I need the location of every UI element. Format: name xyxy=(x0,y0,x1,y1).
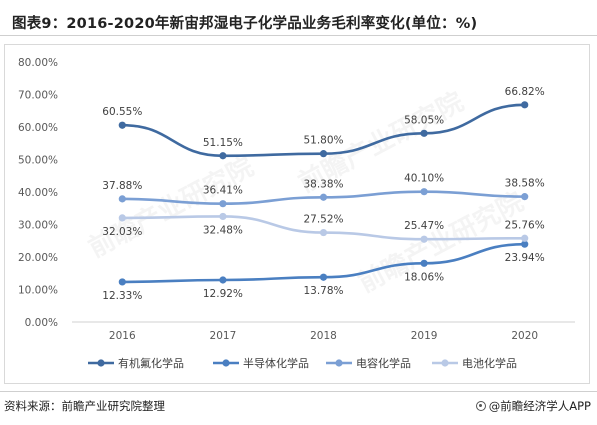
y-axis: 0.00% 10.00% 20.00% 30.00% 40.00% 50.00% 60.00… xyxy=(18,57,58,329)
legend-item: 有机氟化学品 xyxy=(88,356,184,370)
y-tick-label: 70.00% xyxy=(18,90,58,102)
footer-divider xyxy=(0,391,597,392)
title-divider xyxy=(0,35,597,36)
data-label: 12.33% xyxy=(102,290,142,302)
brand-text: @前瞻经济学人APP xyxy=(488,399,591,413)
data-label: 25.76% xyxy=(505,219,545,231)
data-label: 13.78% xyxy=(303,285,343,297)
x-tick-label: 2019 xyxy=(411,330,438,342)
chart-frame xyxy=(4,44,590,384)
brand-logo-icon xyxy=(475,401,486,411)
legend-label: 有机氟化学品 xyxy=(118,356,184,370)
x-tick-label: 2018 xyxy=(310,330,337,342)
series-layer xyxy=(118,101,529,286)
data-point xyxy=(319,150,328,158)
legend-swatch-marker xyxy=(335,359,343,367)
y-tick-label: 0.00% xyxy=(25,317,58,329)
series-3 xyxy=(118,188,529,208)
data-point xyxy=(219,276,227,284)
data-point xyxy=(420,259,428,267)
x-tick-label: 2016 xyxy=(109,330,136,342)
y-tick-label: 80.00% xyxy=(18,57,58,69)
brand-credit: @前瞻经济学人APP xyxy=(475,398,591,414)
legend-item: 电池化学品 xyxy=(432,356,517,370)
legend-item: 电容化学品 xyxy=(326,356,411,370)
legend-swatch-marker xyxy=(441,359,449,367)
data-point xyxy=(319,273,328,281)
data-point xyxy=(219,212,227,221)
data-label: 32.48% xyxy=(203,224,243,236)
data-point xyxy=(521,101,529,109)
y-tick-label: 10.00% xyxy=(18,285,58,297)
data-label: 37.88% xyxy=(102,180,142,192)
data-label: 38.58% xyxy=(505,178,545,190)
data-point xyxy=(521,240,529,248)
data-point xyxy=(420,188,428,196)
data-label: 40.10% xyxy=(404,173,444,185)
legend-swatch-marker xyxy=(97,359,105,367)
data-point xyxy=(420,235,428,243)
series-2 xyxy=(118,240,529,286)
series-4 xyxy=(118,212,529,243)
data-label: 12.92% xyxy=(203,288,243,300)
y-tick-label: 60.00% xyxy=(18,122,58,134)
legend-swatch-marker xyxy=(222,359,230,367)
data-label: 36.41% xyxy=(203,185,243,197)
data-point xyxy=(319,228,328,237)
y-tick-label: 50.00% xyxy=(18,155,58,167)
data-label: 18.06% xyxy=(404,271,444,283)
legend-item: 半导体化学品 xyxy=(213,356,309,370)
data-point xyxy=(420,129,428,137)
chart-title: 图表9：2016-2020年新宙邦湿电子化学品业务毛利率变化(单位：%) xyxy=(12,16,478,32)
data-label: 25.47% xyxy=(404,220,444,232)
legend-label: 半导体化学品 xyxy=(243,356,309,370)
watermark-text: 前瞻产业研究院 xyxy=(83,151,258,264)
y-tick-label: 40.00% xyxy=(18,187,58,199)
data-label: 66.82% xyxy=(505,86,545,98)
data-point xyxy=(521,234,529,242)
legend: 有机氟化学品 半导体化学品 电容化学品 电池化学品 xyxy=(88,356,517,370)
x-axis: 2016 2017 2018 2019 2020 xyxy=(72,321,575,342)
data-label: 27.52% xyxy=(303,214,343,226)
source-note: 资料来源：前瞻产业研究院整理 xyxy=(4,399,165,413)
y-tick-label: 30.00% xyxy=(18,220,58,232)
data-point xyxy=(118,195,126,203)
data-label: 58.05% xyxy=(404,114,444,126)
data-label: 23.94% xyxy=(505,252,545,264)
legend-label: 电池化学品 xyxy=(462,356,517,370)
data-point xyxy=(219,152,227,160)
legend-label: 电容化学品 xyxy=(356,356,411,370)
data-point xyxy=(521,193,529,201)
data-point xyxy=(319,193,328,201)
data-label: 38.38% xyxy=(303,178,343,190)
data-label: 60.55% xyxy=(102,106,142,118)
data-labels-layer: 60.55% 51.15% 51.80% 58.05% 66.82% 12.33% 12.9… xyxy=(102,86,544,302)
x-tick-label: 2017 xyxy=(210,330,237,342)
y-tick-label: 20.00% xyxy=(18,252,58,264)
data-point xyxy=(118,214,126,222)
x-tick-label: 2020 xyxy=(511,330,538,342)
series-1 xyxy=(118,101,529,160)
data-point xyxy=(118,278,126,286)
data-label: 51.15% xyxy=(203,137,243,149)
data-point xyxy=(219,200,227,208)
data-label: 51.80% xyxy=(303,135,343,147)
data-point xyxy=(118,121,126,129)
data-label: 32.03% xyxy=(102,226,142,238)
